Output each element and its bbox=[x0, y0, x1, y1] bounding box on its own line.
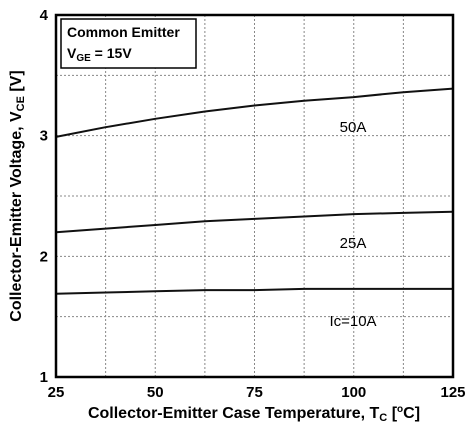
x-tick-label: 125 bbox=[440, 384, 465, 401]
grid-lines bbox=[56, 15, 453, 377]
y-axis-title: Collector-Emitter Voltage, VCE [V] bbox=[8, 70, 27, 321]
x-tick-label: 75 bbox=[246, 384, 263, 401]
series-label-25a: 25A bbox=[340, 235, 367, 252]
series-line-1 bbox=[55, 210, 454, 234]
series-label-10a: Ic=10A bbox=[329, 313, 376, 330]
x-tick-label: 100 bbox=[341, 384, 366, 401]
tick-labels: 25 50 75 100 125 1 2 3 4 bbox=[40, 7, 466, 401]
x-axis-title: Collector-Emitter Case Temperature, TC [… bbox=[88, 404, 420, 424]
y-tick-label: 4 bbox=[40, 7, 49, 24]
x-tick-label: 25 bbox=[48, 384, 65, 401]
y-tick-label: 3 bbox=[40, 128, 48, 145]
series-line-2 bbox=[55, 287, 453, 295]
plot-frame bbox=[54, 13, 455, 379]
y-tick-label: 2 bbox=[40, 248, 48, 265]
series-lines bbox=[55, 87, 454, 295]
legend-box: Common Emitter VGE = 15V bbox=[60, 18, 197, 69]
series-label-50a: 50A bbox=[340, 119, 367, 136]
legend-line-2: VGE = 15V bbox=[67, 45, 132, 64]
x-tick-label: 50 bbox=[147, 384, 164, 401]
series-line-0 bbox=[55, 87, 454, 138]
y-tick-label: 1 bbox=[40, 369, 48, 386]
legend-line-1: Common Emitter bbox=[67, 24, 180, 40]
legend-frame bbox=[60, 18, 197, 69]
